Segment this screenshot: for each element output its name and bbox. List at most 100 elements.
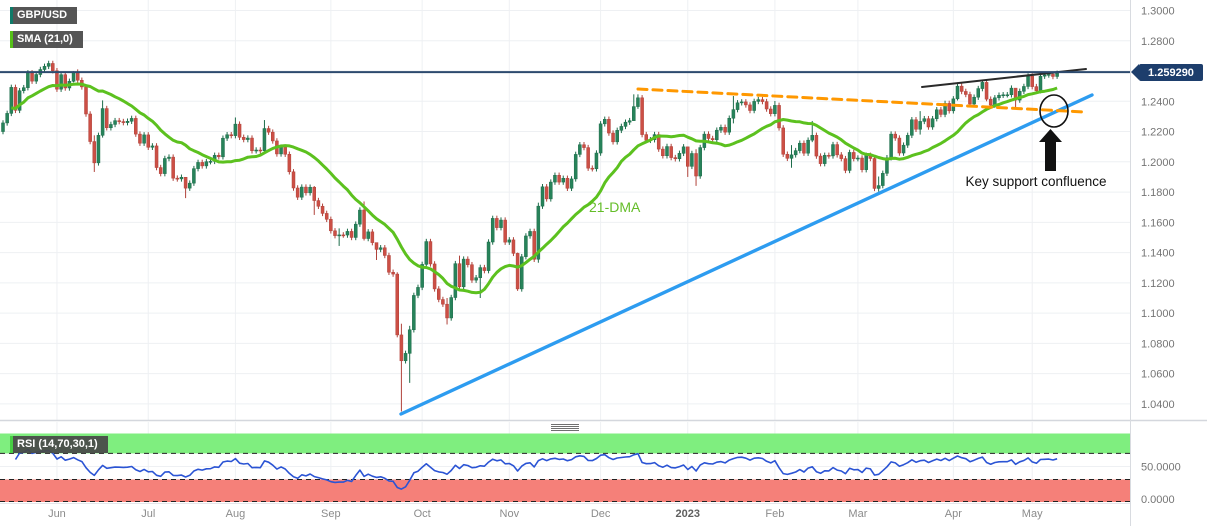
candle-up bbox=[490, 218, 495, 243]
candle-down bbox=[565, 178, 570, 189]
ascending-support-trendline[interactable] bbox=[399, 93, 1094, 416]
candle-up bbox=[922, 118, 927, 122]
candle-up bbox=[901, 144, 906, 154]
candle-up bbox=[358, 209, 362, 225]
candle-down bbox=[370, 231, 375, 243]
candle-up bbox=[524, 235, 528, 257]
candle-up bbox=[204, 161, 209, 167]
candle-down bbox=[661, 148, 665, 157]
candle-up bbox=[520, 256, 524, 290]
month-label: Oct bbox=[414, 508, 431, 520]
symbol-badge-label: GBP/USD bbox=[17, 9, 68, 21]
candle-up bbox=[955, 85, 960, 100]
candle-up bbox=[1005, 94, 1010, 97]
price-tick-label: 1.2000 bbox=[1141, 157, 1175, 169]
candle-up bbox=[935, 109, 939, 119]
candle-up bbox=[233, 123, 238, 136]
price-tick-label: 1.1200 bbox=[1141, 278, 1175, 290]
candle-down bbox=[470, 264, 474, 281]
candle-up bbox=[1047, 74, 1051, 76]
candle-down bbox=[893, 133, 897, 139]
candle-up bbox=[536, 205, 541, 260]
candle-up bbox=[889, 133, 893, 158]
candle-up bbox=[603, 119, 607, 125]
rsi-badge-accent bbox=[10, 436, 13, 453]
rsi-indicator-badge[interactable]: RSI (14,70,30,1) bbox=[10, 436, 108, 453]
candle-down bbox=[835, 144, 839, 156]
candle-up bbox=[773, 105, 777, 114]
symbol-badge[interactable]: GBP/USD bbox=[10, 7, 78, 24]
candle-down bbox=[769, 108, 773, 114]
candle-down bbox=[158, 167, 163, 174]
sma-indicator-badge[interactable]: SMA (21,0) bbox=[10, 31, 83, 48]
candle-up bbox=[1009, 87, 1014, 96]
price-tick-label: 1.0600 bbox=[1141, 369, 1175, 381]
candle-down bbox=[466, 258, 470, 265]
candle-up bbox=[42, 66, 47, 70]
candle-up bbox=[789, 154, 794, 159]
candle-down bbox=[312, 186, 316, 201]
month-label: Mar bbox=[848, 508, 867, 520]
candle-up bbox=[1026, 75, 1030, 87]
candle-down bbox=[781, 127, 785, 155]
up-arrow-annotation[interactable] bbox=[1039, 129, 1062, 171]
candle-down bbox=[349, 231, 354, 238]
candle-up bbox=[715, 129, 719, 140]
candle-down bbox=[1051, 74, 1055, 77]
rsi-line[interactable] bbox=[14, 448, 1058, 490]
candle-up bbox=[752, 101, 756, 111]
candle-up bbox=[739, 101, 744, 104]
descending-resistance-dashed[interactable] bbox=[636, 87, 1087, 114]
price-tick-label: 1.2200 bbox=[1141, 127, 1175, 139]
candle-up bbox=[905, 135, 910, 146]
candle-up bbox=[109, 124, 113, 129]
candle-down bbox=[329, 219, 333, 232]
candle-down bbox=[964, 91, 968, 95]
candle-up bbox=[615, 130, 619, 143]
support-confluence-circle[interactable] bbox=[1039, 94, 1069, 128]
candle-up bbox=[262, 128, 267, 152]
candle-down bbox=[51, 63, 55, 71]
candle-down bbox=[515, 253, 520, 290]
candle-up bbox=[26, 72, 30, 88]
candle-up bbox=[719, 127, 723, 131]
candle-down bbox=[640, 97, 644, 135]
candle-up bbox=[997, 94, 1001, 99]
candle-down bbox=[860, 157, 864, 170]
candle-up bbox=[885, 157, 889, 174]
month-label: Dec bbox=[591, 508, 611, 520]
sma-line[interactable] bbox=[11, 82, 1058, 295]
candle-up bbox=[569, 178, 574, 189]
candle-up bbox=[856, 157, 860, 160]
candle-down bbox=[333, 230, 337, 236]
candle-down bbox=[258, 149, 263, 152]
candle-up bbox=[150, 145, 155, 148]
key-support-annotation-text[interactable]: Key support confluence bbox=[965, 174, 1107, 189]
candle-down bbox=[590, 167, 595, 170]
candle-up bbox=[188, 182, 192, 189]
candle-up bbox=[163, 158, 167, 174]
candle-down bbox=[399, 334, 404, 362]
candle-down bbox=[694, 153, 698, 177]
candle-down bbox=[134, 118, 138, 135]
candle-up bbox=[665, 146, 669, 157]
candle-up bbox=[528, 231, 532, 237]
candle-down bbox=[291, 171, 296, 189]
time-axis[interactable]: Jun Jul Aug Sep Oct Nov Dec 2023 Feb Mar Apr May bbox=[48, 508, 1043, 520]
candle-up bbox=[225, 134, 229, 139]
pane-resize-handle[interactable] bbox=[551, 423, 579, 432]
candle-down bbox=[1030, 75, 1034, 87]
candle-up bbox=[366, 231, 370, 239]
candle-up bbox=[46, 63, 51, 67]
price-tick-label: 1.2800 bbox=[1141, 36, 1175, 48]
candle-down bbox=[316, 200, 321, 207]
candle-up bbox=[930, 118, 935, 128]
candle-down bbox=[947, 103, 951, 112]
candle-down bbox=[557, 175, 561, 183]
dma-line-label[interactable]: 21-DMA bbox=[589, 199, 641, 215]
candle-up bbox=[246, 137, 250, 140]
candle-down bbox=[154, 145, 159, 168]
candle-down bbox=[723, 127, 727, 133]
